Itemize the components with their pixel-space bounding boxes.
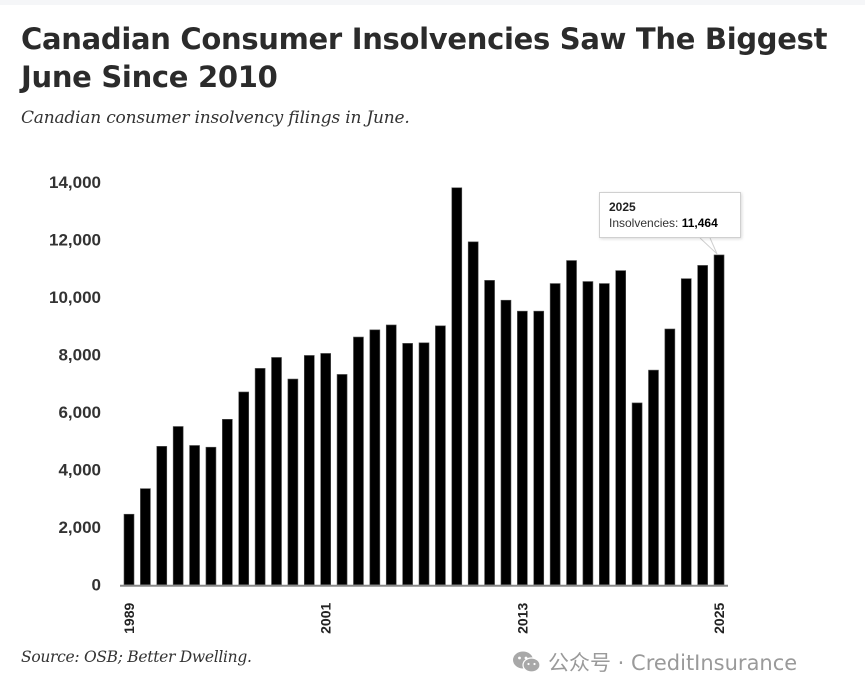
bar-2016[interactable] (566, 260, 577, 585)
wechat-icon (513, 651, 541, 673)
x-tick-label: 1989 (121, 602, 137, 633)
y-tick-label: 2,000 (58, 518, 101, 537)
bar-chart: 02,0004,0006,0008,00010,00012,00014,000 … (49, 173, 728, 634)
tooltip-year: 2025 (609, 200, 636, 214)
bar-2024[interactable] (697, 265, 708, 585)
tooltip: 2025 Insolvencies: 11,464 (599, 192, 741, 238)
x-tick-label: 2013 (514, 602, 530, 633)
y-tick-label: 12,000 (49, 231, 101, 250)
bar-2018[interactable] (599, 283, 610, 586)
bar-2000[interactable] (303, 355, 315, 585)
chart-subtitle: Canadian consumer insolvency filings in … (21, 108, 410, 128)
bar-1999[interactable] (287, 378, 299, 585)
bar-2014[interactable] (533, 310, 545, 586)
bar-1998[interactable] (271, 357, 282, 585)
chart-title: Canadian Consumer Insolvencies Saw The B… (21, 22, 828, 94)
bar-1996[interactable] (238, 391, 250, 585)
y-axis: 0 2,000 4,000 6,000 8,000 10,000 12,000 14,000 (49, 173, 101, 595)
bar-2005[interactable] (385, 324, 397, 585)
bar-2003[interactable] (353, 336, 364, 586)
bar-2006[interactable] (402, 343, 413, 585)
bar-2013[interactable] (517, 310, 528, 586)
y-tick-label: 0 (92, 576, 101, 595)
bar-2008[interactable] (435, 325, 446, 585)
bar-2019[interactable] (615, 270, 627, 585)
x-tick-label: 2001 (318, 602, 334, 633)
bar-2020[interactable] (631, 402, 643, 585)
bar-2022[interactable] (664, 328, 676, 585)
bar-1989[interactable] (123, 513, 135, 586)
bar-2004[interactable] (369, 329, 381, 586)
y-tick-label: 14,000 (49, 173, 101, 192)
bar-2010[interactable] (467, 241, 479, 586)
bar-2015[interactable] (549, 283, 561, 586)
bar-1997[interactable] (254, 368, 266, 586)
bar-1992[interactable] (172, 426, 184, 585)
y-tick-label: 10,000 (49, 288, 101, 307)
tooltip-line: Insolvencies: 11,464 (609, 215, 740, 232)
bar-1990[interactable] (140, 488, 151, 586)
watermark: 公众号 · CreditInsurance (512, 647, 797, 677)
bar-2021[interactable] (648, 369, 659, 585)
source-note: Source: OSB; Better Dwelling. (21, 648, 252, 666)
top-strip (0, 0, 865, 5)
bar-2009[interactable] (451, 187, 463, 586)
bar-2012[interactable] (500, 299, 512, 585)
bar-2017[interactable] (582, 281, 594, 585)
y-tick-label: 4,000 (58, 461, 101, 480)
bar-2002[interactable] (336, 374, 348, 585)
y-tick-label: 8,000 (58, 346, 101, 365)
watermark-text: 公众号 · CreditInsurance (548, 651, 798, 675)
bar-2007[interactable] (418, 342, 430, 585)
bar-2001[interactable] (320, 353, 331, 586)
bar-2011[interactable] (484, 280, 495, 585)
bar-1994[interactable] (205, 446, 217, 586)
x-tick-label: 2025 (711, 602, 727, 633)
bars (123, 187, 725, 586)
y-tick-label: 6,000 (58, 403, 101, 422)
tooltip-value: 11,464 (681, 216, 718, 230)
x-axis: 1989 2001 2013 2025 (121, 602, 727, 633)
bar-2025[interactable] (713, 254, 725, 586)
tooltip-label: Insolvencies: (609, 216, 682, 230)
tooltip-pointer (699, 237, 718, 255)
bar-2023[interactable] (680, 278, 692, 585)
bar-1993[interactable] (189, 445, 200, 586)
bar-1991[interactable] (156, 446, 168, 585)
bar-1995[interactable] (222, 419, 233, 585)
